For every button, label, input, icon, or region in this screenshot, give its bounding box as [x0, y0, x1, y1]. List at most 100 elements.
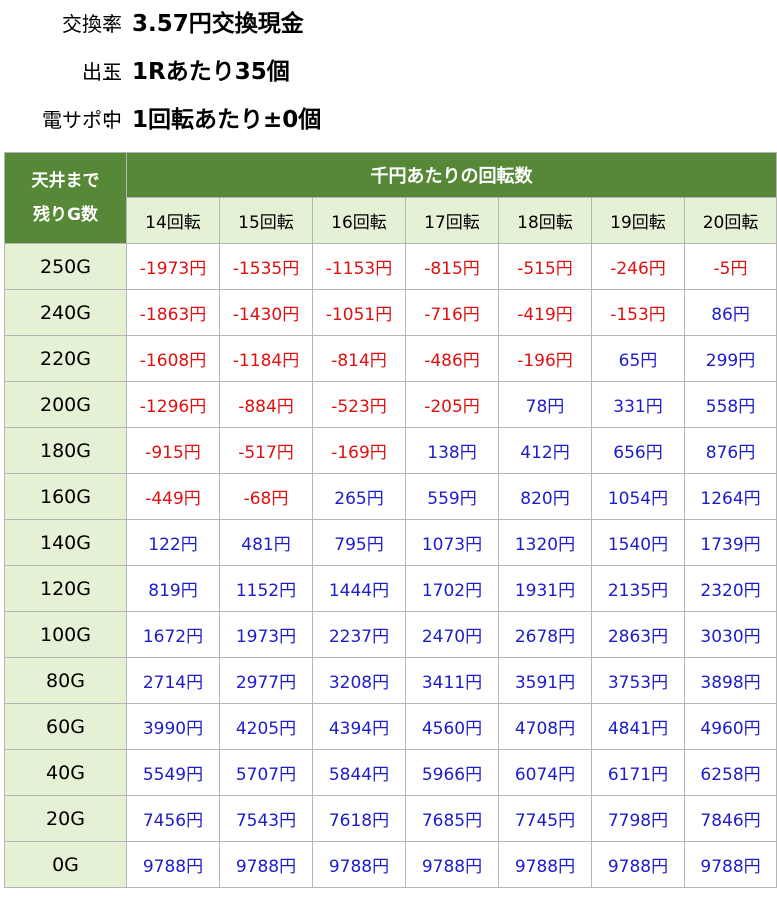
value-cell: 7798円 [591, 795, 685, 842]
value-cell: 3990円 [126, 703, 220, 750]
value-cell: -196円 [498, 335, 592, 382]
value-cell: 65円 [591, 335, 685, 382]
table-row: 140G 122円 481円 795円 1073円 1320円 1540円 1739円 [4, 519, 777, 566]
column-header: 17回転 [405, 197, 499, 244]
value-cell: -1296円 [126, 381, 220, 428]
column-header: 16回転 [312, 197, 406, 244]
column-header: 19回転 [591, 197, 685, 244]
value-cell: 1320円 [498, 519, 592, 566]
exchange-rate-value: 3.57円交換現金 [132, 11, 304, 37]
value-cell: 2863円 [591, 611, 685, 658]
value-cell: 86円 [683, 289, 777, 336]
table-row: 180G -915円 -517円 -169円 138円 412円 656円 876円 [4, 427, 777, 474]
value-cell: 2470円 [405, 611, 499, 658]
row-header: 250G [4, 243, 127, 290]
payout-separator: ： [103, 60, 123, 84]
value-cell: 3753円 [591, 657, 685, 704]
column-header: 15回転 [219, 197, 313, 244]
value-cell: 5549円 [126, 749, 220, 796]
row-header: 20G [4, 795, 127, 842]
value-cell: 6171円 [591, 749, 685, 796]
table-body: 250G -1973円 -1535円 -1153円 -815円 -515円 -246円 -5円… [4, 243, 777, 888]
payout-row: 出玉 ： 1Rあたり35個 [0, 48, 777, 96]
row-header: 120G [4, 565, 127, 612]
table-row: 60G 3990円 4205円 4394円 4560円 4708円 4841円 4960円 [4, 703, 777, 750]
value-cell: -5円 [683, 243, 777, 290]
value-cell: -68円 [219, 473, 313, 520]
table-row: 250G -1973円 -1535円 -1153円 -815円 -515円 -246円 -5円 [4, 243, 777, 290]
value-cell: 9788円 [312, 841, 406, 888]
value-cell: 876円 [683, 427, 777, 474]
value-cell: 265円 [312, 473, 406, 520]
value-cell: 559円 [405, 473, 499, 520]
value-cell: 78円 [498, 381, 592, 428]
value-cell: 1540円 [591, 519, 685, 566]
value-cell: -515円 [498, 243, 592, 290]
value-cell: -1153円 [312, 243, 406, 290]
payout-value: 1Rあたり35個 [132, 59, 290, 85]
column-header: 20回転 [683, 197, 777, 244]
row-header: 180G [4, 427, 127, 474]
value-cell: 9788円 [405, 841, 499, 888]
value-cell: -449円 [126, 473, 220, 520]
value-cell: 138円 [405, 427, 499, 474]
row-header: 80G [4, 657, 127, 704]
value-cell: -419円 [498, 289, 592, 336]
value-cell: -517円 [219, 427, 313, 474]
column-header: 18回転 [498, 197, 592, 244]
support-mode-value: 1回転あたり±0個 [132, 107, 322, 133]
remaining-games-header-line2: 残りG数 [33, 205, 98, 225]
value-cell: 4960円 [683, 703, 777, 750]
exchange-rate-label: 交換率 [62, 12, 122, 36]
table-row: 40G 5549円 5707円 5844円 5966円 6074円 6171円 6258円 [4, 749, 777, 796]
value-cell: 2320円 [683, 565, 777, 612]
table-row: 80G 2714円 2977円 3208円 3411円 3591円 3753円 3898円 [4, 657, 777, 704]
value-cell: 1931円 [498, 565, 592, 612]
value-cell: 3208円 [312, 657, 406, 704]
value-cell: 1264円 [683, 473, 777, 520]
value-cell: 1702円 [405, 565, 499, 612]
value-cell: 4708円 [498, 703, 592, 750]
value-cell: 299円 [683, 335, 777, 382]
row-header: 140G [4, 519, 127, 566]
table-row: 200G -1296円 -884円 -523円 -205円 78円 331円 558円 [4, 381, 777, 428]
value-cell: -1608円 [126, 335, 220, 382]
value-cell: 481円 [219, 519, 313, 566]
row-header: 0G [4, 841, 127, 888]
value-cell: -169円 [312, 427, 406, 474]
column-header: 14回転 [126, 197, 220, 244]
value-cell: 3030円 [683, 611, 777, 658]
row-header: 40G [4, 749, 127, 796]
table-row: 100G 1672円 1973円 2237円 2470円 2678円 2863円 3030円 [4, 611, 777, 658]
value-cell: -205円 [405, 381, 499, 428]
row-header: 100G [4, 611, 127, 658]
value-cell: 795円 [312, 519, 406, 566]
value-cell: 4394円 [312, 703, 406, 750]
value-cell: 558円 [683, 381, 777, 428]
table-row: 220G -1608円 -1184円 -814円 -486円 -196円 65円 299円 [4, 335, 777, 382]
value-cell: -915円 [126, 427, 220, 474]
row-header: 220G [4, 335, 127, 382]
value-cell: 9788円 [683, 841, 777, 888]
remaining-games-header: 天井まで 残りG数 [4, 152, 127, 244]
value-cell: 9788円 [498, 841, 592, 888]
value-cell: 9788円 [591, 841, 685, 888]
value-cell: 7456円 [126, 795, 220, 842]
value-cell: 412円 [498, 427, 592, 474]
value-cell: 7745円 [498, 795, 592, 842]
exchange-rate-separator: ： [103, 12, 123, 36]
value-cell: 656円 [591, 427, 685, 474]
row-header: 160G [4, 473, 127, 520]
value-cell: -523円 [312, 381, 406, 428]
value-cell: -1863円 [126, 289, 220, 336]
expected-value-table: 天井まで 残りG数 千円あたりの回転数 14回転 15回転 16回転 17回転 18回転… [4, 152, 777, 888]
value-cell: 122円 [126, 519, 220, 566]
row-header: 200G [4, 381, 127, 428]
table-row: 20G 7456円 7543円 7618円 7685円 7745円 7798円 7846円 [4, 795, 777, 842]
value-cell: 4841円 [591, 703, 685, 750]
value-cell: 7846円 [683, 795, 777, 842]
value-cell: -153円 [591, 289, 685, 336]
value-cell: 6074円 [498, 749, 592, 796]
value-cell: -815円 [405, 243, 499, 290]
exchange-rate-row: 交換率 ： 3.57円交換現金 [0, 0, 777, 48]
